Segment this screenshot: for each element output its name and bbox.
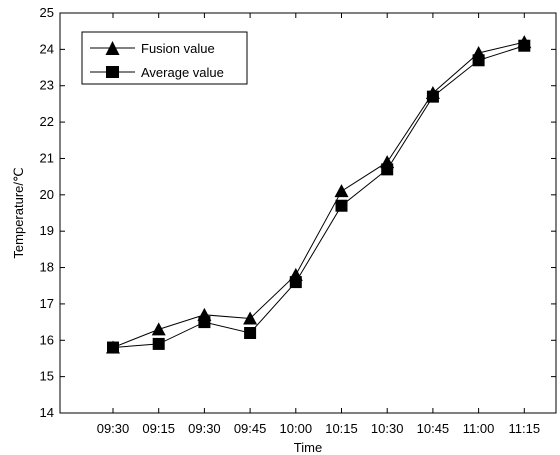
data-point-fusion bbox=[243, 311, 258, 325]
legend-label-average: Average value bbox=[141, 65, 224, 80]
data-point-average bbox=[152, 337, 165, 350]
y-tick-label: 16 bbox=[40, 332, 54, 347]
x-tick-label: 09:15 bbox=[142, 421, 175, 436]
y-tick-label: 17 bbox=[40, 296, 54, 311]
data-point-average bbox=[381, 163, 394, 176]
data-point-average bbox=[518, 39, 531, 52]
x-tick-label: 11:00 bbox=[463, 421, 495, 436]
y-tick-label: 14 bbox=[40, 405, 54, 420]
legend-marker-triangle bbox=[105, 41, 120, 55]
x-tick-label: 09:30 bbox=[188, 421, 221, 436]
data-point-average bbox=[198, 316, 211, 329]
x-tick-label: 10:00 bbox=[280, 421, 313, 436]
x-tick-label: 10:45 bbox=[417, 421, 450, 436]
data-point-average bbox=[289, 276, 302, 289]
x-tick-label: 09:45 bbox=[234, 421, 267, 436]
legend-marker-square bbox=[106, 66, 119, 78]
series-layer bbox=[106, 35, 532, 354]
y-tick-label: 18 bbox=[40, 260, 54, 275]
x-axis-ticks: 09:30 09:15 09:30 09:45 10:00 10:15 10:30 10:45… bbox=[97, 13, 540, 436]
series-line-average bbox=[112, 45, 525, 349]
y-tick-label: 23 bbox=[40, 78, 54, 93]
y-tick-label: 25 bbox=[40, 5, 54, 20]
y-tick-label: 20 bbox=[40, 187, 54, 202]
y-axis-ticks: 14 15 16 17 18 19 20 21 22 23 24 25 bbox=[40, 5, 556, 420]
data-point-average bbox=[335, 199, 348, 212]
series-line-fusion bbox=[112, 41, 525, 349]
data-point-average bbox=[107, 341, 119, 354]
x-tick-label: 09:30 bbox=[97, 421, 130, 436]
y-tick-label: 19 bbox=[40, 223, 54, 238]
y-tick-label: 24 bbox=[40, 41, 54, 56]
y-tick-label: 15 bbox=[40, 369, 54, 384]
x-tick-label: 11:15 bbox=[509, 421, 541, 436]
y-tick-label: 22 bbox=[40, 114, 54, 129]
data-point-average bbox=[426, 90, 439, 103]
data-point-fusion bbox=[151, 322, 166, 336]
y-axis-title: Temperature/℃ bbox=[11, 167, 26, 258]
y-tick-label: 21 bbox=[40, 150, 54, 165]
x-tick-label: 10:15 bbox=[325, 421, 358, 436]
legend-label-fusion: Fusion value bbox=[141, 41, 215, 56]
x-axis-title: Time bbox=[294, 440, 322, 455]
data-point-fusion bbox=[334, 184, 349, 198]
data-point-average bbox=[244, 327, 257, 339]
data-point-average bbox=[472, 54, 485, 67]
legend: Fusion value Average value bbox=[81, 31, 248, 85]
x-tick-label: 10:30 bbox=[371, 421, 404, 436]
